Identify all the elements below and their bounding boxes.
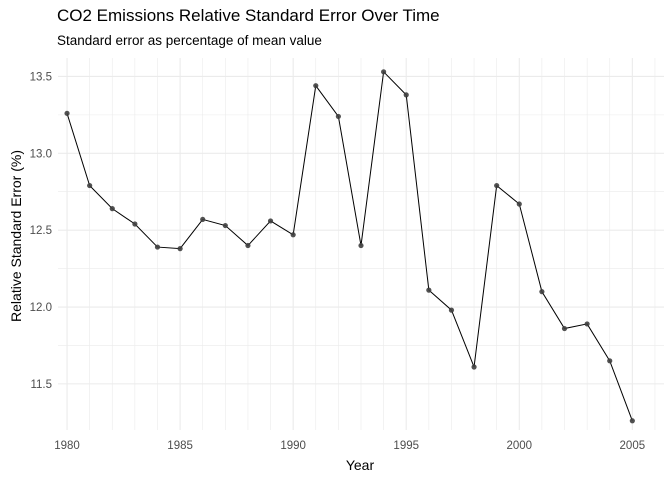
data-point	[561, 325, 568, 332]
data-point	[222, 222, 228, 229]
data-point	[629, 418, 635, 424]
chart-title: CO2 Emissions Relative Standard Error Ov…	[57, 6, 440, 25]
x-tick-label: 1985	[167, 440, 193, 452]
data-point	[516, 201, 522, 207]
y-tick-label: 13.0	[30, 148, 52, 160]
x-axis-title: Year	[346, 457, 375, 473]
x-tick-label: 1990	[280, 440, 306, 452]
y-axis-ticks: 11.5 12.0 12.5 13.0 13.5	[30, 71, 52, 390]
x-tick-label: 1995	[393, 440, 419, 452]
data-point	[109, 206, 115, 212]
data-point	[358, 242, 364, 249]
y-tick-label: 12.5	[30, 225, 52, 237]
data-point	[607, 358, 613, 364]
x-axis-ticks: 1980 1985 1990 1995 2000 2005	[54, 440, 645, 452]
x-tick-label: 2000	[506, 440, 532, 452]
data-point	[313, 83, 319, 89]
x-tick-label: 1980	[54, 440, 80, 452]
data-point	[381, 69, 387, 75]
data-point	[426, 287, 432, 293]
series-line-group	[66, 70, 633, 421]
y-tick-label: 12.0	[30, 302, 52, 314]
x-tick-label: 2005	[620, 440, 646, 452]
data-point	[132, 221, 138, 227]
data-point	[584, 321, 590, 327]
data-point	[87, 182, 93, 189]
data-point	[64, 110, 70, 116]
y-tick-label: 11.5	[30, 379, 52, 391]
y-tick-label: 13.5	[30, 71, 52, 83]
data-point	[245, 242, 251, 249]
data-point	[471, 364, 477, 370]
data-point	[154, 244, 161, 250]
chart-subtitle: Standard error as percentage of mean val…	[57, 33, 322, 48]
data-point	[494, 182, 500, 189]
data-point	[290, 232, 296, 238]
data-point	[200, 216, 206, 223]
series-line	[66, 70, 633, 421]
data-points	[64, 69, 635, 424]
data-point	[267, 218, 274, 224]
data-point	[177, 246, 183, 252]
data-point	[335, 113, 341, 120]
data-point	[539, 289, 545, 295]
data-point	[403, 92, 409, 98]
data-point	[448, 307, 455, 313]
y-axis-title: Relative Standard Error (%)	[8, 150, 24, 322]
